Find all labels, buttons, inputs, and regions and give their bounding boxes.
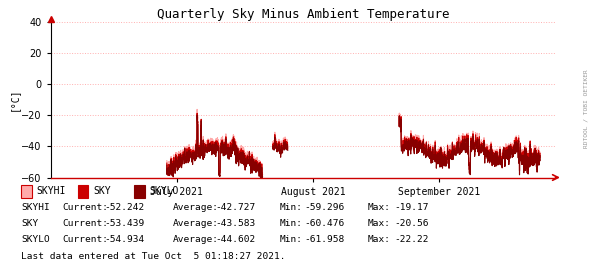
Text: -54.934: -54.934 bbox=[104, 235, 144, 244]
Text: SKY: SKY bbox=[21, 219, 38, 228]
Text: -44.602: -44.602 bbox=[215, 235, 255, 244]
Text: -59.296: -59.296 bbox=[304, 203, 344, 212]
Text: Average:: Average: bbox=[173, 203, 219, 212]
Text: Min:: Min: bbox=[279, 235, 303, 244]
Text: -61.958: -61.958 bbox=[304, 235, 344, 244]
Text: Max:: Max: bbox=[367, 219, 390, 228]
Text: Min:: Min: bbox=[279, 203, 303, 212]
Text: Current:: Current: bbox=[63, 219, 109, 228]
Text: SKYHI: SKYHI bbox=[21, 203, 50, 212]
Text: -60.476: -60.476 bbox=[304, 219, 344, 228]
Text: Current:: Current: bbox=[63, 235, 109, 244]
Text: -42.727: -42.727 bbox=[215, 203, 255, 212]
Text: -19.17: -19.17 bbox=[394, 203, 429, 212]
Title: Quarterly Sky Minus Ambient Temperature: Quarterly Sky Minus Ambient Temperature bbox=[157, 8, 449, 21]
Text: Max:: Max: bbox=[367, 203, 390, 212]
Y-axis label: [°C]: [°C] bbox=[8, 88, 19, 111]
Text: Last data entered at Tue Oct  5 01:18:27 2021.: Last data entered at Tue Oct 5 01:18:27 … bbox=[21, 252, 285, 262]
Text: SKYLO: SKYLO bbox=[150, 186, 179, 196]
Text: Average:: Average: bbox=[173, 219, 219, 228]
Text: Max:: Max: bbox=[367, 235, 390, 244]
Text: Min:: Min: bbox=[279, 219, 303, 228]
Text: Average:: Average: bbox=[173, 235, 219, 244]
Text: -53.439: -53.439 bbox=[104, 219, 144, 228]
Text: -43.583: -43.583 bbox=[215, 219, 255, 228]
Text: -20.56: -20.56 bbox=[394, 219, 429, 228]
Text: -52.242: -52.242 bbox=[104, 203, 144, 212]
Text: -22.22: -22.22 bbox=[394, 235, 429, 244]
Text: SKYHI: SKYHI bbox=[36, 186, 66, 196]
Text: SKYLO: SKYLO bbox=[21, 235, 50, 244]
Text: Current:: Current: bbox=[63, 203, 109, 212]
Text: SKY: SKY bbox=[93, 186, 111, 196]
Text: RDTOOL / TOBI OETIKER: RDTOOL / TOBI OETIKER bbox=[584, 69, 589, 148]
